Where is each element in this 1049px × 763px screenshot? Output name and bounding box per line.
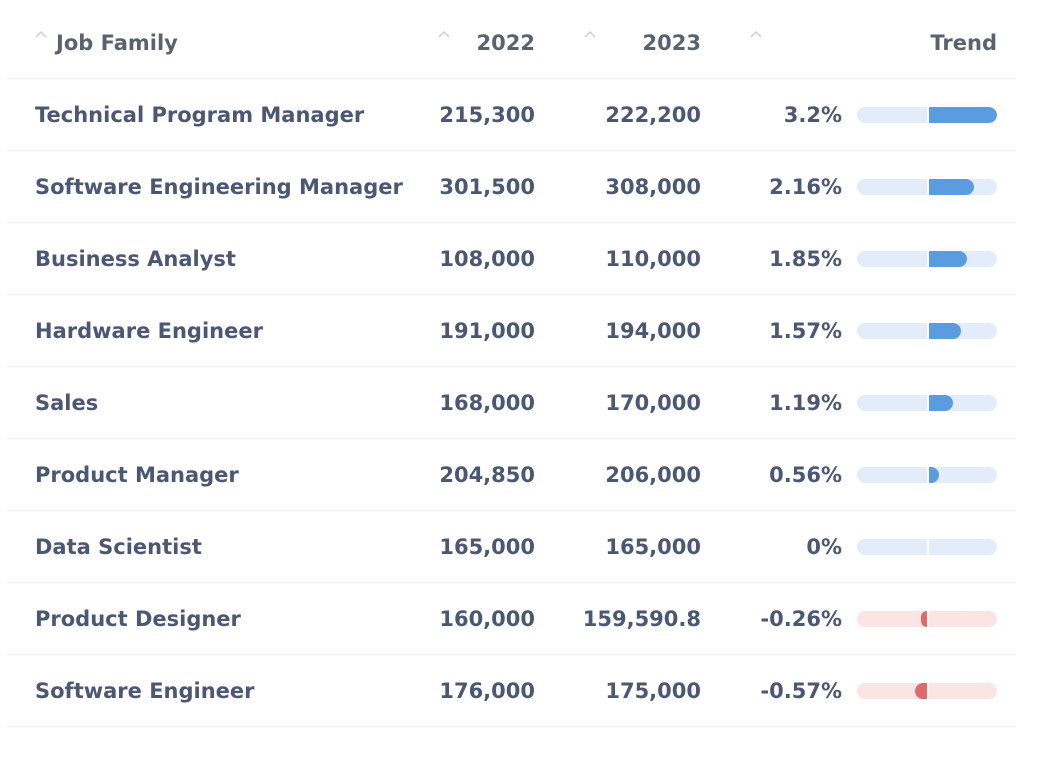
trend-bar-cell bbox=[857, 223, 997, 294]
trend-percent-cell: 0% bbox=[806, 534, 842, 559]
trend-bar-cell bbox=[857, 367, 997, 438]
chevron-up-icon[interactable] bbox=[35, 30, 47, 40]
job-family-table: Job Family 2022 2023 Trend Technical Pro… bbox=[6, 8, 1016, 727]
trend-bar-midline bbox=[927, 250, 929, 267]
trend-bar-midline bbox=[927, 322, 929, 339]
trend-bar-midline bbox=[927, 394, 929, 411]
trend-bar-cell bbox=[857, 151, 997, 222]
trend-bar-fill bbox=[927, 466, 939, 483]
header-job-family[interactable]: Job Family bbox=[56, 8, 436, 78]
table-row[interactable]: Software Engineer 176,000 175,000 -0.57% bbox=[6, 655, 1016, 727]
value-2023-cell: 170,000 bbox=[605, 390, 701, 415]
value-2023-cell: 194,000 bbox=[605, 318, 701, 343]
trend-bar-fill bbox=[927, 394, 953, 411]
job-family-cell: Product Designer bbox=[35, 606, 241, 631]
trend-percent-cell: 3.2% bbox=[783, 102, 842, 127]
trend-percent-cell: -0.26% bbox=[760, 606, 842, 631]
trend-percent-cell: 1.85% bbox=[769, 246, 842, 271]
job-family-cell: Software Engineer bbox=[35, 678, 255, 703]
trend-bar-track bbox=[857, 682, 997, 699]
table-row[interactable]: Hardware Engineer 191,000 194,000 1.57% bbox=[6, 295, 1016, 367]
value-2022-cell: 204,850 bbox=[439, 462, 535, 487]
trend-bar-fill bbox=[927, 178, 974, 195]
chevron-up-icon[interactable] bbox=[750, 30, 762, 40]
value-2023-cell: 308,000 bbox=[605, 174, 701, 199]
header-2023[interactable]: 2023 bbox=[541, 8, 701, 78]
chevron-up-icon[interactable] bbox=[584, 30, 596, 40]
header-trend-label: Trend bbox=[930, 31, 997, 55]
job-family-cell: Data Scientist bbox=[35, 534, 202, 559]
value-2023-cell: 222,200 bbox=[605, 102, 701, 127]
trend-percent-cell: -0.57% bbox=[760, 678, 842, 703]
value-2023-cell: 206,000 bbox=[605, 462, 701, 487]
table-row[interactable]: Product Manager 204,850 206,000 0.56% bbox=[6, 439, 1016, 511]
trend-bar-cell bbox=[857, 295, 997, 366]
trend-bar-track bbox=[857, 466, 997, 483]
trend-bar-cell bbox=[857, 511, 997, 582]
job-family-cell: Software Engineering Manager bbox=[35, 174, 403, 199]
trend-bar-track bbox=[857, 394, 997, 411]
job-family-cell: Business Analyst bbox=[35, 246, 236, 271]
value-2022-cell: 176,000 bbox=[439, 678, 535, 703]
table-header-row: Job Family 2022 2023 Trend bbox=[6, 8, 1016, 79]
trend-percent-cell: 1.57% bbox=[769, 318, 842, 343]
trend-bar-track bbox=[857, 610, 997, 627]
trend-bar-midline bbox=[927, 106, 929, 123]
table-row[interactable]: Sales 168,000 170,000 1.19% bbox=[6, 367, 1016, 439]
value-2022-cell: 301,500 bbox=[439, 174, 535, 199]
table-row[interactable]: Product Designer 160,000 159,590.8 -0.26… bbox=[6, 583, 1016, 655]
table-row[interactable]: Technical Program Manager 215,300 222,20… bbox=[6, 79, 1016, 151]
trend-percent-cell: 0.56% bbox=[769, 462, 842, 487]
trend-bar-midline bbox=[927, 178, 929, 195]
value-2022-cell: 191,000 bbox=[439, 318, 535, 343]
job-family-cell: Technical Program Manager bbox=[35, 102, 365, 127]
trend-bar-fill bbox=[921, 610, 927, 627]
table-row[interactable]: Data Scientist 165,000 165,000 0% bbox=[6, 511, 1016, 583]
job-family-cell: Sales bbox=[35, 390, 99, 415]
header-job-family-label: Job Family bbox=[56, 31, 178, 55]
trend-bar-cell bbox=[857, 655, 997, 726]
value-2022-cell: 108,000 bbox=[439, 246, 535, 271]
job-family-cell: Product Manager bbox=[35, 462, 239, 487]
value-2023-cell: 159,590.8 bbox=[582, 606, 701, 631]
trend-bar-fill bbox=[915, 682, 927, 699]
trend-percent-cell: 2.16% bbox=[769, 174, 842, 199]
trend-bar-fill bbox=[927, 250, 967, 267]
value-2022-cell: 165,000 bbox=[439, 534, 535, 559]
trend-bar-track bbox=[857, 250, 997, 267]
value-2022-cell: 168,000 bbox=[439, 390, 535, 415]
job-family-cell: Hardware Engineer bbox=[35, 318, 263, 343]
trend-bar-midline bbox=[927, 466, 929, 483]
table-row[interactable]: Software Engineering Manager 301,500 308… bbox=[6, 151, 1016, 223]
value-2022-cell: 160,000 bbox=[439, 606, 535, 631]
chevron-up-icon[interactable] bbox=[438, 30, 450, 40]
trend-bar-midline bbox=[927, 538, 929, 555]
table-body: Technical Program Manager 215,300 222,20… bbox=[6, 79, 1016, 727]
trend-bar-track bbox=[857, 538, 997, 555]
trend-bar-track bbox=[857, 106, 997, 123]
value-2023-cell: 175,000 bbox=[605, 678, 701, 703]
trend-percent-cell: 1.19% bbox=[769, 390, 842, 415]
trend-bar-track bbox=[857, 322, 997, 339]
trend-bar-track bbox=[857, 178, 997, 195]
trend-bar-midline bbox=[927, 610, 929, 627]
trend-bar-cell bbox=[857, 583, 997, 654]
table-row[interactable]: Business Analyst 108,000 110,000 1.85% bbox=[6, 223, 1016, 295]
header-2023-label: 2023 bbox=[642, 31, 701, 55]
header-trend[interactable]: Trend bbox=[751, 8, 997, 78]
trend-bar-midline bbox=[927, 682, 929, 699]
trend-bar-cell bbox=[857, 439, 997, 510]
trend-bar-fill bbox=[927, 106, 997, 123]
header-2022[interactable]: 2022 bbox=[395, 8, 535, 78]
trend-bar-cell bbox=[857, 79, 997, 150]
value-2023-cell: 165,000 bbox=[605, 534, 701, 559]
trend-bar-fill bbox=[927, 322, 961, 339]
header-2022-label: 2022 bbox=[476, 31, 535, 55]
value-2022-cell: 215,300 bbox=[439, 102, 535, 127]
value-2023-cell: 110,000 bbox=[605, 246, 701, 271]
